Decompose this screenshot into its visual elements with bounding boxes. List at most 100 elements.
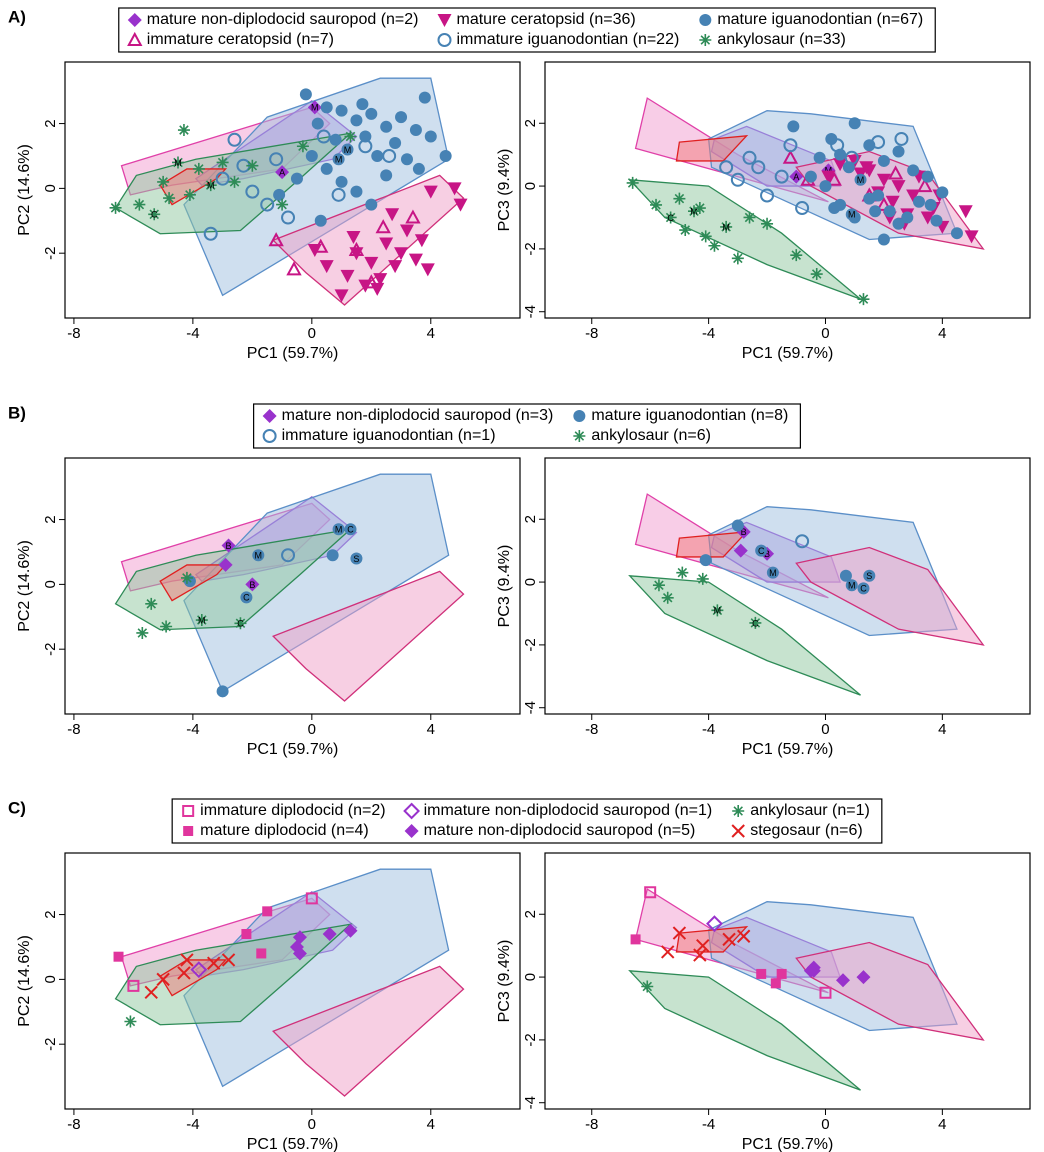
legend-label: immature ceratopsid (n=7) <box>147 31 334 48</box>
point-label: M <box>198 615 206 625</box>
point <box>333 189 345 201</box>
legend-label: immature non-diplodocid sauropod (n=1) <box>424 802 713 819</box>
plot-area <box>630 887 984 1090</box>
x-tick-label: -4 <box>702 325 715 342</box>
point-label: C <box>752 618 759 628</box>
point <box>110 202 122 214</box>
point <box>380 169 392 181</box>
point-label: M <box>769 568 777 578</box>
point-label: M <box>722 222 730 232</box>
point <box>878 155 890 167</box>
point-label: B <box>226 541 232 551</box>
x-tick-label: 0 <box>308 1116 316 1133</box>
point <box>857 293 869 305</box>
y-axis-label: PC3 (9.4%) <box>496 940 513 1023</box>
point <box>282 212 294 224</box>
x-tick-label: -8 <box>67 721 80 738</box>
x-tick-label: 4 <box>938 1116 946 1133</box>
point <box>350 114 362 126</box>
point-label: M <box>857 175 865 185</box>
y-tick-label: -4 <box>522 1096 539 1109</box>
point <box>163 192 175 204</box>
legend-marker <box>183 826 193 836</box>
plot-area: MAMMCMM <box>627 98 984 305</box>
point <box>893 218 905 230</box>
point <box>936 186 948 198</box>
point <box>330 134 342 146</box>
point <box>627 177 639 189</box>
point-label: C <box>667 213 674 223</box>
point <box>413 163 425 175</box>
point-label: M <box>848 210 856 220</box>
y-tick-label: 0 <box>522 182 539 190</box>
legend-label: mature diplodocid (n=4) <box>200 822 369 839</box>
y-axis-label: PC3 (9.4%) <box>496 545 513 628</box>
legend-label: immature iguanodontian (n=1) <box>282 427 496 444</box>
x-tick-label: -4 <box>702 721 715 738</box>
x-axis-label: PC1 (59.7%) <box>247 1136 339 1152</box>
point <box>708 240 720 252</box>
point <box>312 118 324 130</box>
point <box>732 174 744 186</box>
y-tick-label: 2 <box>522 515 539 523</box>
legend-marker <box>699 14 711 26</box>
point <box>371 150 383 162</box>
legend-label: mature non-diplodocid sauropod (n=3) <box>282 407 554 424</box>
point <box>229 134 241 146</box>
point <box>869 205 881 217</box>
point <box>336 176 348 188</box>
point <box>819 180 831 192</box>
point <box>380 121 392 133</box>
point <box>641 980 653 992</box>
y-tick-label: -2 <box>42 643 59 656</box>
point <box>270 153 282 165</box>
point-label: M <box>174 158 182 168</box>
point <box>365 108 377 120</box>
x-tick-label: 4 <box>427 325 435 342</box>
legend-marker <box>699 34 711 46</box>
y-tick-label: 2 <box>42 910 59 918</box>
panel-label: B) <box>8 403 26 422</box>
point <box>370 283 384 296</box>
point-label: C <box>347 525 354 535</box>
point <box>756 969 766 979</box>
legend-label: mature ceratopsid (n=36) <box>457 11 636 28</box>
point-label: M <box>335 155 343 165</box>
point-label: C <box>758 546 765 556</box>
y-tick-label: 0 <box>42 580 59 588</box>
y-axis-label: PC2 (14.6%) <box>16 144 33 236</box>
legend: mature non-diplodocid sauropod (n=3) imma… <box>254 404 801 448</box>
point <box>732 252 744 264</box>
legend-label: ankylosaur (n=33) <box>717 31 846 48</box>
point <box>217 156 229 168</box>
x-tick-label: -4 <box>702 1116 715 1133</box>
point-label: C <box>860 584 867 594</box>
point <box>752 161 764 173</box>
legend: immature diplodocid (n=2)mature diplodoc… <box>172 799 882 843</box>
point <box>261 199 273 211</box>
x-axis-label: PC1 (59.7%) <box>742 345 834 362</box>
point <box>796 202 808 214</box>
point <box>184 189 196 201</box>
point <box>863 139 875 151</box>
point <box>409 254 423 267</box>
point <box>720 161 732 173</box>
point <box>959 205 973 218</box>
point <box>318 131 330 143</box>
x-tick-label: 0 <box>308 325 316 342</box>
legend-marker <box>183 806 193 816</box>
legend-label: ankylosaur (n=1) <box>750 802 870 819</box>
point-label: S <box>353 554 359 564</box>
point <box>878 233 890 245</box>
point <box>645 887 655 897</box>
x-tick-label: 4 <box>938 325 946 342</box>
x-tick-label: -4 <box>186 721 199 738</box>
point <box>114 952 124 962</box>
legend-label: mature non-diplodocid sauropod (n=2) <box>147 11 419 28</box>
y-tick-label: 0 <box>42 975 59 983</box>
y-tick-label: 0 <box>522 973 539 981</box>
point <box>395 111 407 123</box>
x-tick-label: 4 <box>427 1116 435 1133</box>
x-tick-label: -4 <box>186 325 199 342</box>
